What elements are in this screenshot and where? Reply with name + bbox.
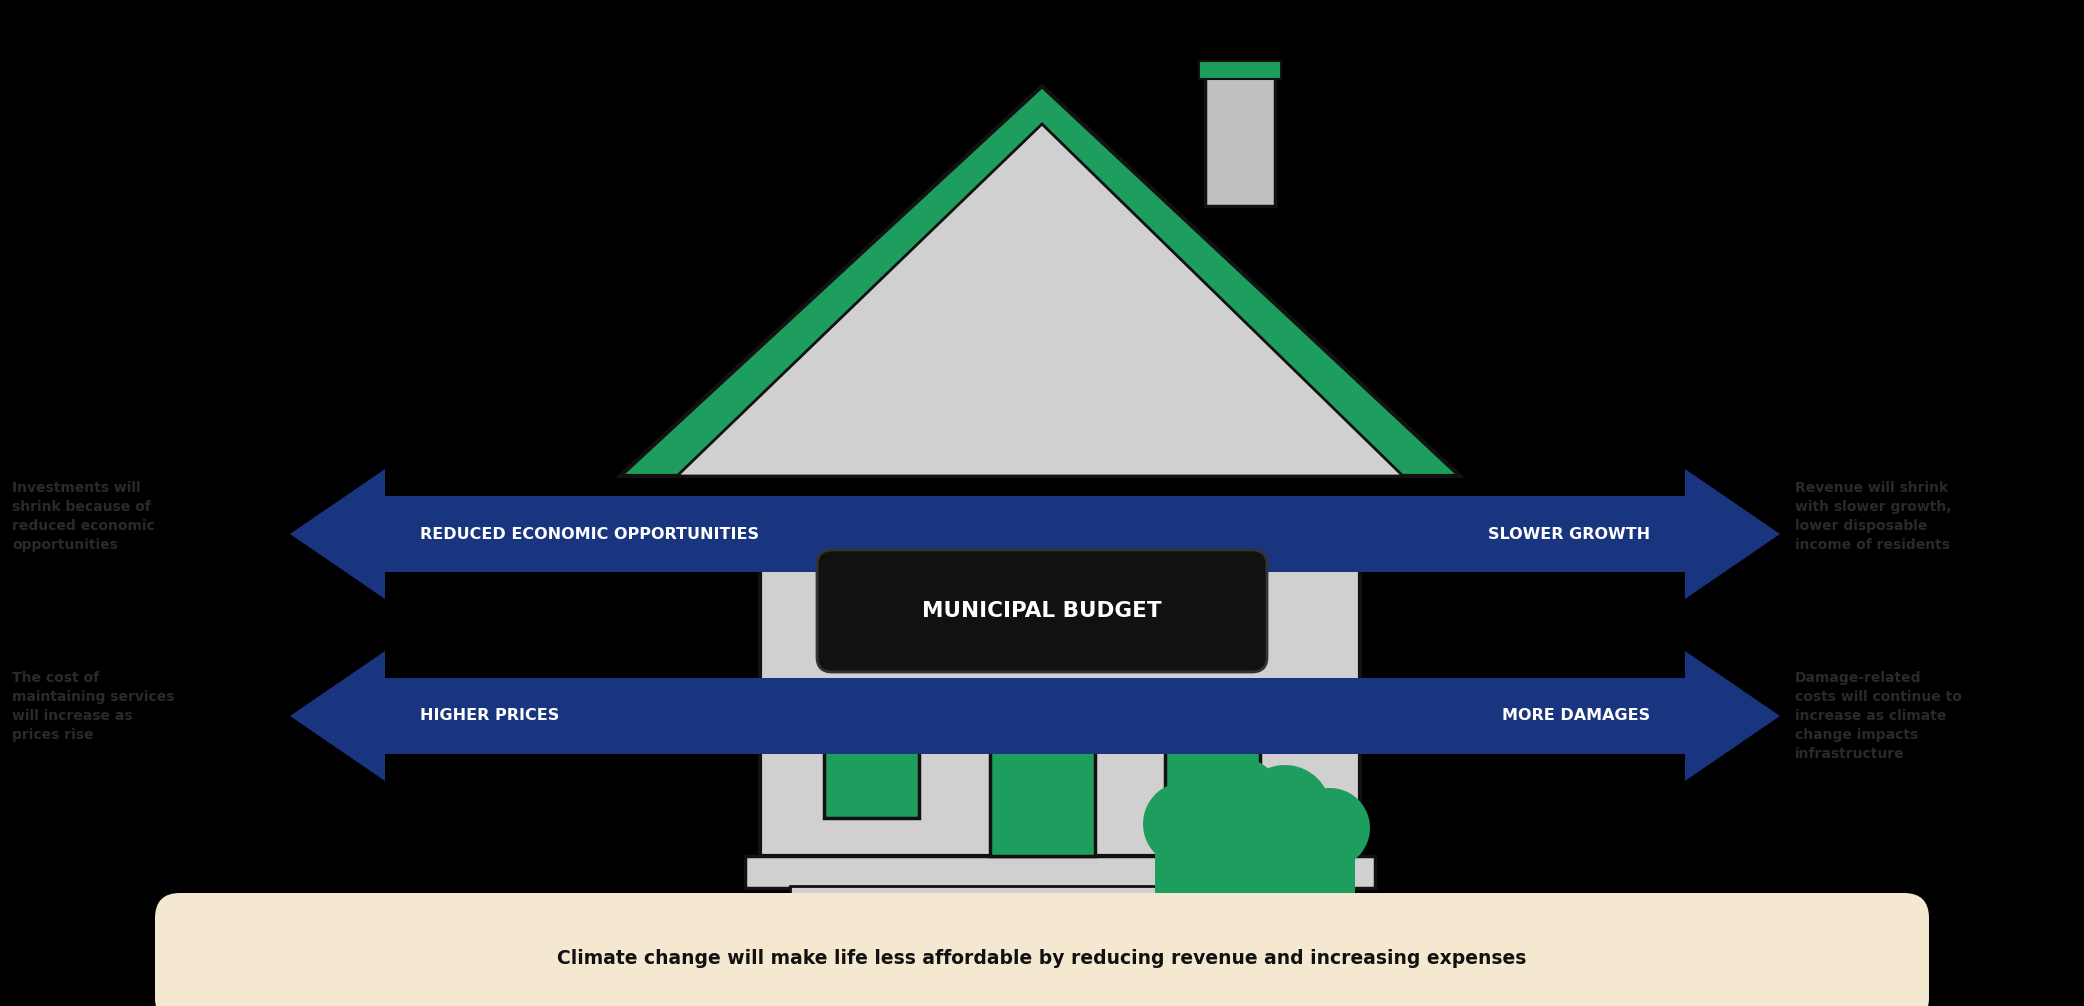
- Text: HIGHER PRICES: HIGHER PRICES: [421, 708, 559, 723]
- Circle shape: [1142, 782, 1227, 866]
- Circle shape: [1219, 816, 1300, 896]
- Polygon shape: [677, 124, 1403, 476]
- Text: MUNICIPAL BUDGET: MUNICIPAL BUDGET: [923, 601, 1161, 621]
- Text: Revenue will shrink
with slower growth,
lower disposable
income of residents: Revenue will shrink with slower growth, …: [1794, 481, 1951, 552]
- Text: The cost of
maintaining services
will increase as
prices rise: The cost of maintaining services will in…: [13, 671, 175, 741]
- Bar: [990, 701, 1094, 856]
- FancyBboxPatch shape: [817, 550, 1267, 672]
- Text: REDUCED ECONOMIC OPPORTUNITIES: REDUCED ECONOMIC OPPORTUNITIES: [421, 526, 759, 541]
- Polygon shape: [290, 651, 386, 781]
- Bar: [1165, 723, 1259, 818]
- FancyBboxPatch shape: [154, 893, 1930, 1006]
- Polygon shape: [1686, 469, 1780, 599]
- Text: Climate change will make life less affordable by reducing revenue and increasing: Climate change will make life less affor…: [556, 949, 1528, 968]
- Bar: [1198, 61, 1282, 79]
- Polygon shape: [386, 496, 1686, 572]
- Polygon shape: [621, 86, 1461, 476]
- Circle shape: [1290, 788, 1369, 868]
- Bar: [825, 723, 919, 818]
- Bar: [1155, 806, 1355, 896]
- Bar: [790, 886, 1330, 908]
- Circle shape: [1269, 819, 1340, 889]
- Bar: [744, 856, 1375, 888]
- Text: SLOWER GROWTH: SLOWER GROWTH: [1488, 526, 1651, 541]
- Polygon shape: [1686, 651, 1780, 781]
- Circle shape: [1186, 756, 1286, 856]
- Text: MORE DAMAGES: MORE DAMAGES: [1503, 708, 1651, 723]
- Circle shape: [1240, 765, 1332, 857]
- Polygon shape: [386, 678, 1686, 754]
- Circle shape: [1173, 815, 1246, 887]
- Text: Damage-related
costs will continue to
increase as climate
change impacts
infrast: Damage-related costs will continue to in…: [1794, 671, 1961, 761]
- Polygon shape: [290, 469, 386, 599]
- Polygon shape: [761, 506, 1361, 856]
- Bar: [1205, 61, 1275, 206]
- Text: Investments will
shrink because of
reduced economic
opportunities: Investments will shrink because of reduc…: [13, 481, 154, 552]
